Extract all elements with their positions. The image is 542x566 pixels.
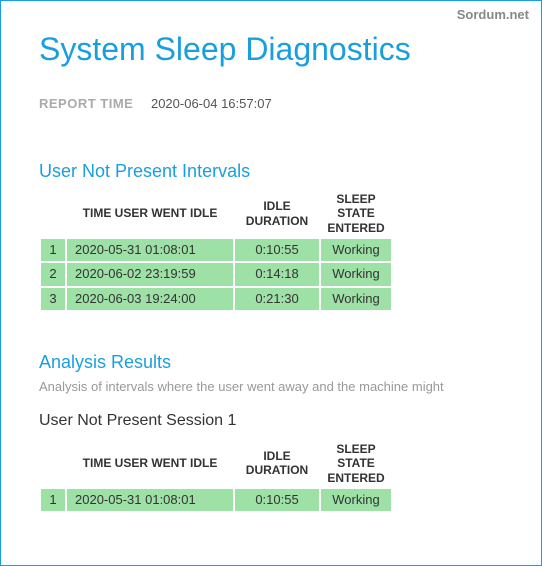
report-time-row: REPORT TIME 2020-06-04 16:57:07 [39, 96, 541, 111]
session-title: User Not Present Session 1 [39, 412, 541, 430]
col-header-time: TIME USER WENT IDLE [67, 440, 233, 487]
cell-index: 1 [41, 239, 65, 261]
cell-index: 2 [41, 263, 65, 285]
cell-time: 2020-05-31 01:08:01 [67, 239, 233, 261]
table-row: 1 2020-05-31 01:08:01 0:10:55 Working [41, 489, 391, 511]
section-intervals-title: User Not Present Intervals [39, 161, 541, 182]
col-header-index [41, 190, 65, 237]
report-content: System Sleep Diagnostics REPORT TIME 202… [1, 1, 541, 513]
cell-time: 2020-05-31 01:08:01 [67, 489, 233, 511]
table-row: 1 2020-05-31 01:08:01 0:10:55 Working [41, 239, 391, 261]
col-header-index [41, 440, 65, 487]
session-table: TIME USER WENT IDLE IDLE DURATION SLEEP … [39, 438, 393, 513]
cell-index: 3 [41, 288, 65, 310]
report-time-label: REPORT TIME [39, 96, 133, 111]
col-header-duration: IDLE DURATION [235, 440, 319, 487]
section-analysis-title: Analysis Results [39, 352, 541, 373]
cell-time: 2020-06-02 23:19:59 [67, 263, 233, 285]
table-row: 2 2020-06-02 23:19:59 0:14:18 Working [41, 263, 391, 285]
cell-state: Working [321, 288, 391, 310]
cell-state: Working [321, 239, 391, 261]
table-row: 3 2020-06-03 19:24:00 0:21:30 Working [41, 288, 391, 310]
cell-duration: 0:14:18 [235, 263, 319, 285]
watermark: Sordum.net [457, 7, 529, 22]
intervals-table: TIME USER WENT IDLE IDLE DURATION SLEEP … [39, 188, 393, 312]
analysis-subtext: Analysis of intervals where the user wen… [39, 379, 541, 394]
col-header-time: TIME USER WENT IDLE [67, 190, 233, 237]
col-header-state: SLEEP STATE ENTERED [321, 190, 391, 237]
cell-state: Working [321, 489, 391, 511]
table-header-row: TIME USER WENT IDLE IDLE DURATION SLEEP … [41, 190, 391, 237]
table-header-row: TIME USER WENT IDLE IDLE DURATION SLEEP … [41, 440, 391, 487]
col-header-duration: IDLE DURATION [235, 190, 319, 237]
cell-duration: 0:10:55 [235, 489, 319, 511]
page-title: System Sleep Diagnostics [39, 31, 541, 68]
cell-duration: 0:21:30 [235, 288, 319, 310]
cell-time: 2020-06-03 19:24:00 [67, 288, 233, 310]
cell-state: Working [321, 263, 391, 285]
cell-index: 1 [41, 489, 65, 511]
col-header-state: SLEEP STATE ENTERED [321, 440, 391, 487]
report-time-value: 2020-06-04 16:57:07 [151, 96, 272, 111]
cell-duration: 0:10:55 [235, 239, 319, 261]
